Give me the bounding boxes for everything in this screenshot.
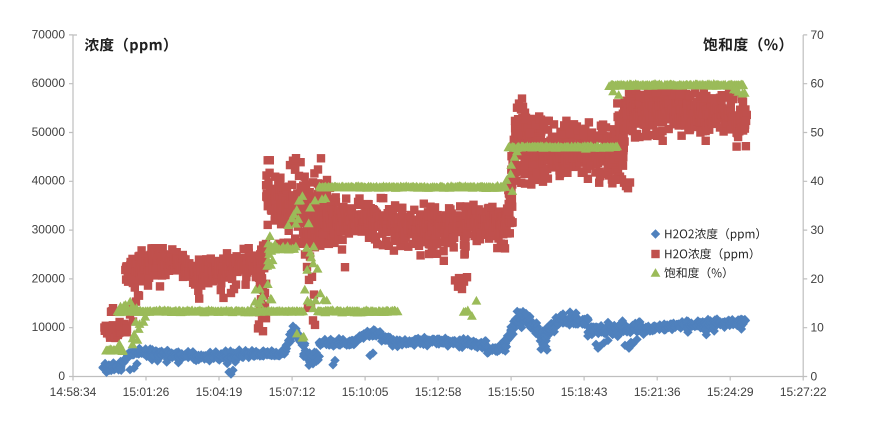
svg-text:15:07:12: 15:07:12 — [269, 385, 316, 399]
svg-text:15:12:58: 15:12:58 — [415, 385, 462, 399]
svg-text:40: 40 — [811, 174, 825, 188]
svg-text:70: 70 — [811, 28, 825, 42]
svg-text:50000: 50000 — [32, 125, 66, 139]
svg-text:20: 20 — [811, 272, 825, 286]
svg-text:15:01:26: 15:01:26 — [123, 385, 170, 399]
svg-text:20000: 20000 — [32, 271, 66, 285]
svg-text:15:04:19: 15:04:19 — [196, 385, 243, 399]
svg-text:14:58:34: 14:58:34 — [50, 385, 97, 399]
svg-text:30: 30 — [811, 223, 825, 237]
svg-text:15:24:29: 15:24:29 — [707, 385, 754, 399]
svg-text:40000: 40000 — [32, 174, 66, 188]
svg-text:15:15:50: 15:15:50 — [488, 385, 535, 399]
svg-text:70000: 70000 — [32, 27, 66, 41]
svg-text:50: 50 — [811, 125, 825, 139]
svg-text:60: 60 — [811, 77, 825, 91]
svg-text:15:10:05: 15:10:05 — [342, 385, 389, 399]
svg-text:15:27:22: 15:27:22 — [780, 385, 827, 399]
svg-text:60000: 60000 — [32, 76, 66, 90]
svg-text:30000: 30000 — [32, 223, 66, 237]
svg-text:10000: 10000 — [32, 320, 66, 334]
svg-text:15:21:36: 15:21:36 — [634, 385, 681, 399]
svg-text:0: 0 — [811, 369, 818, 383]
svg-text:10: 10 — [811, 321, 825, 335]
svg-text:15:18:43: 15:18:43 — [561, 385, 608, 399]
svg-text:0: 0 — [58, 369, 65, 383]
